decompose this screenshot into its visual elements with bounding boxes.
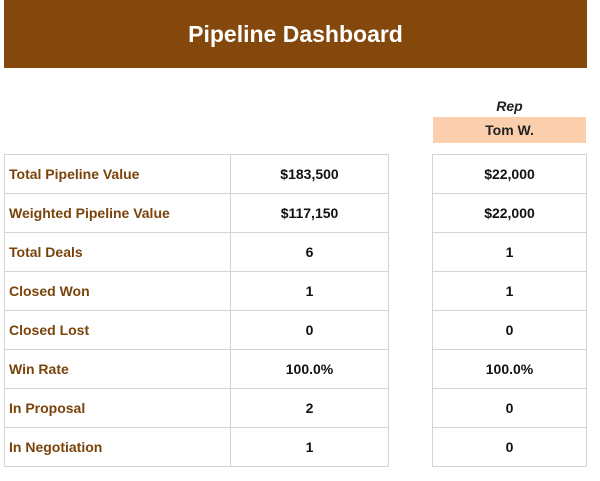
- rep-metric-value[interactable]: 1: [432, 232, 587, 272]
- rep-row-in-proposal: 0: [432, 388, 587, 428]
- metric-total-value[interactable]: $117,150: [230, 193, 389, 233]
- metric-total-value[interactable]: 0: [230, 310, 389, 350]
- metric-total-value[interactable]: 6: [230, 232, 389, 272]
- rep-metric-value[interactable]: $22,000: [432, 193, 587, 233]
- metric-row-closed-won: Closed Won 1: [4, 271, 389, 311]
- metric-total-value[interactable]: 100.0%: [230, 349, 389, 389]
- rep-row-closed-won: 1: [432, 271, 587, 311]
- rep-row-total-pipeline-value: $22,000: [432, 154, 587, 194]
- metric-row-in-proposal: In Proposal 2: [4, 388, 389, 428]
- metric-label[interactable]: Total Pipeline Value: [4, 154, 231, 194]
- metric-total-value[interactable]: 1: [230, 427, 389, 467]
- rep-metrics-table: $22,000 $22,000 1 1 0 100.0% 0 0: [432, 154, 587, 467]
- metric-label[interactable]: Closed Won: [4, 271, 231, 311]
- rep-metric-value[interactable]: 0: [432, 388, 587, 428]
- rep-metric-value[interactable]: 100.0%: [432, 349, 587, 389]
- metric-total-value[interactable]: 2: [230, 388, 389, 428]
- rep-row-weighted-pipeline-value: $22,000: [432, 193, 587, 233]
- metric-label[interactable]: Weighted Pipeline Value: [4, 193, 231, 233]
- metric-row-total-deals: Total Deals 6: [4, 232, 389, 272]
- rep-row-win-rate: 100.0%: [432, 349, 587, 389]
- rep-metric-value[interactable]: $22,000: [432, 154, 587, 194]
- metric-total-value[interactable]: $183,500: [230, 154, 389, 194]
- metric-label[interactable]: Win Rate: [4, 349, 231, 389]
- pipeline-metrics-table: Total Pipeline Value $183,500 Weighted P…: [4, 154, 389, 467]
- rep-row-closed-lost: 0: [432, 310, 587, 350]
- dashboard-title: Pipeline Dashboard: [4, 0, 587, 68]
- rep-label: Rep: [496, 98, 523, 114]
- metric-row-win-rate: Win Rate 100.0%: [4, 349, 389, 389]
- metric-label[interactable]: In Negotiation: [4, 427, 231, 467]
- rep-metric-value[interactable]: 1: [432, 271, 587, 311]
- metric-label[interactable]: In Proposal: [4, 388, 231, 428]
- metric-row-total-pipeline-value: Total Pipeline Value $183,500: [4, 154, 389, 194]
- rep-row-in-negotiation: 0: [432, 427, 587, 467]
- rep-selector-cell[interactable]: Tom W.: [433, 117, 586, 143]
- metric-label[interactable]: Closed Lost: [4, 310, 231, 350]
- rep-metric-value[interactable]: 0: [432, 310, 587, 350]
- metric-label[interactable]: Total Deals: [4, 232, 231, 272]
- metric-row-in-negotiation: In Negotiation 1: [4, 427, 389, 467]
- metric-row-weighted-pipeline-value: Weighted Pipeline Value $117,150: [4, 193, 389, 233]
- metric-total-value[interactable]: 1: [230, 271, 389, 311]
- metric-row-closed-lost: Closed Lost 0: [4, 310, 389, 350]
- rep-row-total-deals: 1: [432, 232, 587, 272]
- rep-metric-value[interactable]: 0: [432, 427, 587, 467]
